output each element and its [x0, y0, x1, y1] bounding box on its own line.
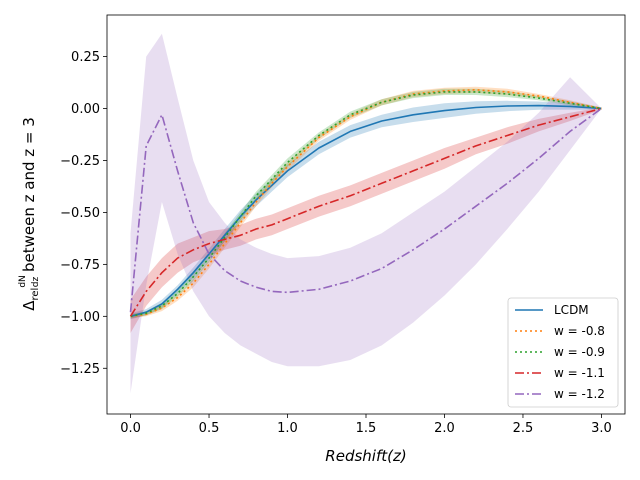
- legend-label-w-0-9: w = -0.9: [554, 345, 605, 359]
- legend-label-w-0-8: w = -0.8: [554, 324, 605, 338]
- x-tick-label: 1.0: [277, 421, 298, 436]
- y-axis-label: ΔreldN dz between z and z = 3: [18, 117, 41, 311]
- x-axis-label: Redshift(z): [325, 447, 406, 465]
- legend: LCDM w = -0.8 w = -0.9 w = -1.1 w = -1.2: [507, 297, 619, 408]
- x-tick-label: 3.0: [591, 421, 612, 436]
- legend-box: [507, 297, 619, 408]
- y-tick-label: −0.25: [60, 154, 100, 169]
- band-w-0-8: [130, 86, 602, 319]
- y-label-frac-num: dN: [18, 275, 28, 287]
- series-line-lcdm: [130, 104, 602, 318]
- x-tick-label: 0.5: [199, 421, 220, 436]
- y-label-frac-den: dz: [31, 277, 41, 288]
- x-axis-ticks: 0.0 0.5 1.0 1.5 2.0 2.5 3.0: [120, 414, 612, 436]
- x-tick-label: 0.0: [120, 421, 141, 436]
- y-tick-label: −0.50: [60, 206, 100, 221]
- y-tick-label: −1.00: [60, 310, 100, 325]
- y-label-suffix: between z and z = 3: [20, 117, 38, 277]
- y-tick-label: 0.00: [71, 102, 100, 117]
- legend-label-w-1-2: w = -1.2: [554, 387, 605, 401]
- x-tick-label: 2.0: [434, 421, 455, 436]
- y-label-sub: rel: [30, 288, 41, 301]
- band-w-0-9: [130, 88, 602, 319]
- y-tick-label: −1.25: [60, 362, 100, 377]
- confidence-bands: [130, 33, 602, 394]
- x-tick-label: 2.5: [513, 421, 534, 436]
- series-line-w-1-1: [129, 107, 602, 317]
- y-axis-ticks: 0.25 0.00 −0.25 −0.50 −0.75 −1.00 −1.25: [60, 50, 107, 377]
- x-tick-label: 1.5: [356, 421, 377, 436]
- series-lines: [129, 89, 602, 318]
- y-tick-label: −0.75: [60, 258, 100, 273]
- legend-label-lcdm: LCDM: [554, 303, 589, 317]
- series-line-w-0-9: [130, 91, 602, 318]
- band-w-1-2: [130, 33, 602, 394]
- legend-label-w-1-1: w = -1.1: [554, 366, 605, 380]
- y-label-prefix: Δ: [20, 300, 38, 311]
- series-line-w-1-2: [129, 107, 602, 313]
- y-tick-label: 0.25: [71, 50, 100, 65]
